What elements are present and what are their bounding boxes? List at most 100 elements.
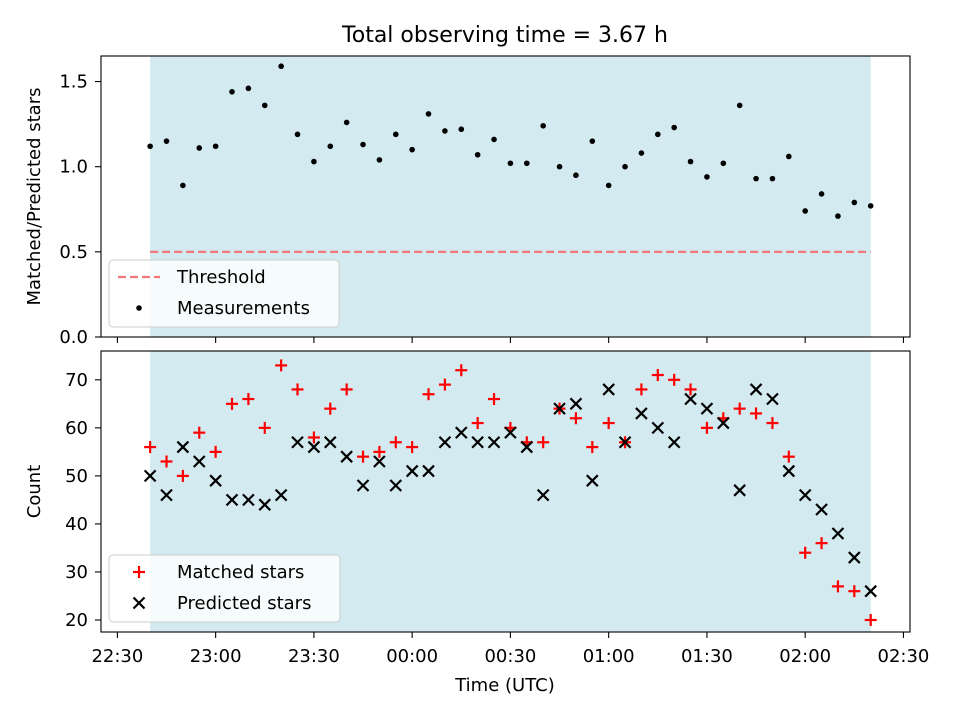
x-tick-label: 01:30 bbox=[681, 646, 733, 667]
measurement-point bbox=[425, 111, 432, 117]
predicted-star-point bbox=[700, 402, 714, 415]
measurement-point bbox=[311, 158, 317, 165]
predicted-star-point bbox=[438, 435, 452, 449]
predicted-star-point bbox=[340, 450, 353, 463]
bottom-plot-frame bbox=[100, 350, 911, 633]
predicted-star-point bbox=[274, 488, 288, 502]
matched-star-point bbox=[766, 417, 779, 430]
measurement-point bbox=[212, 143, 219, 150]
matched-star-point bbox=[586, 441, 599, 454]
x-tick-label: 02:30 bbox=[878, 646, 930, 667]
measurement-point bbox=[589, 138, 596, 144]
matched-star-point bbox=[750, 407, 763, 420]
matched-swatch-mark bbox=[133, 566, 145, 578]
predicted-star-point bbox=[618, 435, 632, 449]
x-axis-label: Time (UTC) bbox=[454, 675, 555, 696]
predicted-star-point bbox=[864, 584, 877, 598]
measurement-point bbox=[360, 141, 366, 148]
predicted-star-point bbox=[798, 488, 812, 502]
measurement-point bbox=[867, 203, 874, 209]
predicted-star-point bbox=[291, 435, 304, 449]
measurement-point bbox=[818, 191, 825, 197]
x-tick-label: 00:00 bbox=[386, 646, 438, 667]
measurement-point bbox=[687, 158, 694, 165]
top-y-tick-label: 1.5 bbox=[59, 72, 88, 93]
matched-star-point bbox=[422, 388, 435, 401]
matched-star-point bbox=[848, 585, 861, 598]
bottom-legend: Matched stars Predicted stars bbox=[108, 554, 341, 623]
predicted-star-point bbox=[225, 493, 239, 507]
matched-star-point bbox=[864, 613, 877, 626]
measurement-point bbox=[442, 128, 448, 134]
measurement-point bbox=[376, 157, 383, 163]
measurement-point bbox=[458, 126, 465, 133]
measurement-point bbox=[491, 136, 497, 143]
predicted-star-point bbox=[373, 455, 386, 468]
measurement-point bbox=[753, 175, 759, 182]
measurement-point bbox=[720, 160, 727, 167]
predicted-star-point bbox=[242, 493, 255, 507]
matched-star-point bbox=[782, 450, 795, 463]
measurement-point bbox=[294, 131, 301, 138]
matched-star-point bbox=[324, 402, 337, 415]
x-tick-label: 23:00 bbox=[190, 646, 242, 667]
predicted-star-point bbox=[258, 498, 272, 511]
figure-title: Total observing time = 3.67 h bbox=[341, 23, 668, 48]
measurement-point bbox=[802, 208, 808, 214]
measurement-point bbox=[736, 102, 743, 109]
top-y-tick-label: 0.5 bbox=[59, 242, 88, 263]
measurement-point bbox=[704, 174, 710, 180]
predicted-star-point bbox=[569, 397, 583, 411]
predicted-legend-swatch bbox=[132, 596, 146, 610]
predicted-star-point bbox=[209, 474, 222, 487]
matched-star-point bbox=[815, 537, 828, 550]
matched-star-point bbox=[144, 441, 157, 454]
matched-star-point bbox=[831, 580, 844, 593]
matched-star-point bbox=[668, 373, 681, 386]
matched-star-point bbox=[569, 412, 582, 425]
matched-star-point bbox=[488, 393, 501, 406]
bottom-y-axis-label: Count bbox=[24, 465, 45, 518]
bottom-legend-box bbox=[108, 554, 341, 623]
predicted-star-point bbox=[455, 426, 468, 439]
predicted-star-point bbox=[815, 503, 828, 516]
matched-legend-swatch bbox=[133, 566, 145, 578]
predicted-star-point bbox=[733, 484, 746, 497]
predicted-star-point bbox=[471, 435, 484, 449]
measurements-legend-swatch bbox=[136, 305, 142, 311]
predicted-star-point bbox=[192, 455, 206, 468]
predicted-star-point bbox=[176, 440, 190, 454]
measurement-point bbox=[786, 153, 792, 160]
matched-star-point bbox=[275, 359, 288, 372]
predicted-star-point bbox=[520, 440, 534, 454]
predicted-star-point bbox=[487, 435, 501, 449]
bottom-y-tick-label: 60 bbox=[65, 418, 88, 439]
matched-star-point bbox=[226, 397, 239, 410]
matched-star-point bbox=[242, 393, 255, 406]
matched-star-point bbox=[307, 431, 320, 444]
predicted-legend-label: Predicted stars bbox=[177, 593, 311, 614]
predicted-star-point bbox=[536, 488, 550, 502]
measurement-point bbox=[163, 138, 170, 144]
matched-star-point bbox=[406, 441, 419, 454]
measurement-point bbox=[671, 124, 677, 131]
measurement-point bbox=[523, 160, 530, 167]
predicted-star-point bbox=[323, 435, 337, 449]
predicted-star-point bbox=[684, 392, 697, 406]
matched-star-point bbox=[340, 383, 353, 396]
predicted-star-point bbox=[782, 464, 796, 478]
x-tick-label: 00:30 bbox=[484, 646, 536, 667]
threshold-legend-label: Threshold bbox=[176, 267, 266, 288]
matched-star-point bbox=[160, 455, 173, 468]
x-tick-label: 01:00 bbox=[583, 646, 635, 667]
predicted-star-point bbox=[553, 402, 566, 415]
matched-star-point bbox=[291, 383, 304, 396]
x-tick-label: 23:30 bbox=[288, 646, 340, 667]
predicted-star-point bbox=[422, 464, 435, 478]
measurement-point bbox=[245, 85, 252, 92]
bottom-y-tick-label: 70 bbox=[65, 370, 88, 391]
matched-legend-label: Matched stars bbox=[177, 562, 304, 583]
predicted-star-point bbox=[766, 392, 779, 406]
x-tick-label: 22:30 bbox=[91, 646, 143, 667]
